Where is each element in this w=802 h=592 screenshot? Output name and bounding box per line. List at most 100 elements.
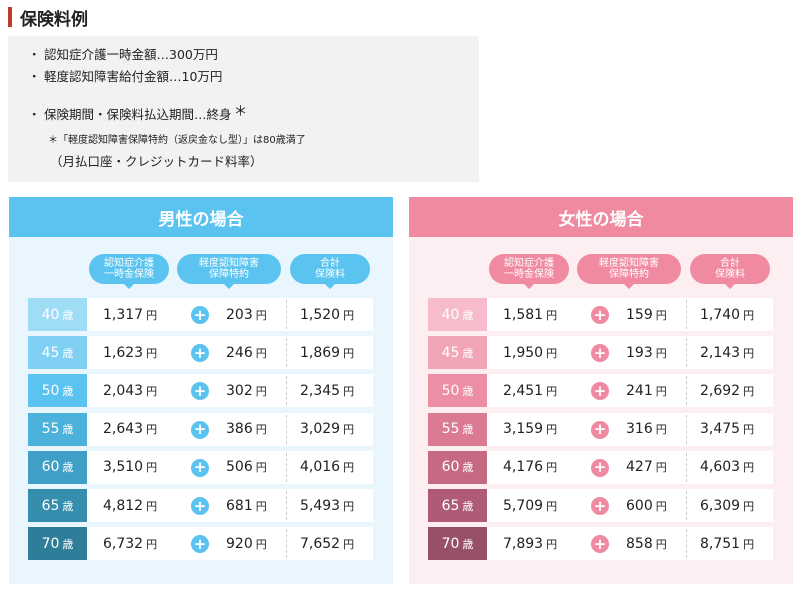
total-premium: 3,475 円	[700, 421, 755, 438]
plus-icon: +	[191, 344, 209, 363]
condition-1: ・認知症介護一時金額…300万円	[28, 47, 218, 62]
mci-rider-premium: 386 円	[226, 421, 267, 438]
table-row: 70 歳 6,732 円 +920 円 7,652 円	[28, 527, 373, 561]
divider	[286, 529, 287, 559]
dementia-premium: 3,510 円	[103, 459, 158, 476]
table-row: 45 歳 1,950 円 +193 円 2,143 円	[428, 336, 773, 370]
condition-3: ・保険期間・保険料払込期間…終身＊	[28, 104, 248, 122]
total-premium: 8,751 円	[700, 535, 755, 552]
mci-rider-premium: 302 円	[226, 382, 267, 399]
male-panel: 男性の場合 認知症介護 一時金保険 軽度認知障害 保障特約 合計 保険料 40 歳 1,3…	[9, 197, 393, 584]
plus-icon: +	[591, 382, 609, 401]
plus-icon: +	[191, 382, 209, 401]
dementia-premium: 4,176 円	[503, 459, 558, 476]
mci-rider-premium: 858 円	[626, 535, 667, 552]
divider	[286, 452, 287, 482]
col-label-total: 合計 保険料	[290, 254, 370, 289]
divider	[286, 300, 287, 329]
plus-icon: +	[591, 420, 609, 439]
female-heading: 女性の場合	[409, 197, 793, 237]
total-premium: 2,345 円	[300, 382, 355, 399]
plus-icon: +	[591, 458, 609, 477]
age-cell: 45 歳	[428, 336, 487, 370]
table-row: 55 歳 3,159 円 +316 円 3,475 円	[428, 412, 773, 446]
age-cell: 50 歳	[28, 374, 87, 408]
age-cell: 70 歳	[28, 527, 87, 561]
divider	[286, 491, 287, 520]
plus-icon: +	[591, 535, 609, 554]
total-premium: 2,143 円	[700, 344, 755, 361]
plus-icon: +	[591, 497, 609, 515]
mci-rider-premium: 506 円	[226, 459, 267, 476]
divider	[286, 338, 287, 368]
total-premium: 5,493 円	[300, 497, 355, 514]
divider	[686, 338, 687, 368]
table-row: 40 歳 1,317 円 +203 円 1,520 円	[28, 298, 373, 331]
female-panel: 女性の場合 認知症介護 一時金保険 軽度認知障害 保障特約 合計 保険料 40 歳 1,5…	[409, 197, 793, 584]
mci-rider-premium: 203 円	[226, 306, 267, 323]
col-label-mci-rider: 軽度認知障害 保障特約	[177, 254, 281, 289]
plus-icon: +	[191, 306, 209, 324]
conditions-box: ・認知症介護一時金額…300万円 ・軽度認知障害給付金額…10万円 ・保険期間・…	[8, 36, 479, 182]
total-premium: 6,309 円	[700, 497, 755, 514]
table-row: 70 歳 7,893 円 +858 円 8,751 円	[428, 527, 773, 561]
divider	[686, 376, 687, 406]
dementia-premium: 2,643 円	[103, 421, 158, 438]
col-label-mci-rider: 軽度認知障害 保障特約	[577, 254, 681, 289]
table-row: 60 歳 3,510 円 +506 円 4,016 円	[28, 450, 373, 484]
mci-rider-premium: 920 円	[226, 535, 267, 552]
dementia-premium: 1,317 円	[103, 306, 158, 323]
table-row: 40 歳 1,581 円 +159 円 1,740 円	[428, 298, 773, 331]
mci-rider-premium: 316 円	[626, 421, 667, 438]
total-premium: 7,652 円	[300, 535, 355, 552]
footnote: ＊「軽度認知障害保障特約（返戻金なし型）」は80歳満了	[48, 135, 306, 146]
age-cell: 50 歳	[428, 374, 487, 408]
total-premium: 1,520 円	[300, 306, 355, 323]
col-label-dementia: 認知症介護 一時金保険	[89, 254, 169, 289]
plus-icon: +	[591, 306, 609, 324]
plus-icon: +	[191, 458, 209, 477]
plus-icon: +	[191, 497, 209, 515]
table-row: 65 歳 5,709 円 +600 円 6,309 円	[428, 489, 773, 522]
dementia-premium: 2,451 円	[503, 382, 558, 399]
mci-rider-premium: 681 円	[226, 497, 267, 514]
total-premium: 2,692 円	[700, 382, 755, 399]
dementia-premium: 1,623 円	[103, 344, 158, 361]
total-premium: 4,016 円	[300, 459, 355, 476]
title-accent-bar	[8, 7, 12, 27]
page-title: 保険料例	[8, 6, 88, 30]
age-cell: 40 歳	[428, 298, 487, 331]
col-label-total: 合計 保険料	[690, 254, 770, 289]
age-cell: 70 歳	[428, 527, 487, 561]
condition-2: ・軽度認知障害給付金額…10万円	[28, 69, 223, 84]
mci-rider-premium: 600 円	[626, 497, 667, 514]
divider	[686, 300, 687, 329]
mci-rider-premium: 159 円	[626, 306, 667, 323]
table-row: 50 歳 2,043 円 +302 円 2,345 円	[28, 374, 373, 408]
table-row: 50 歳 2,451 円 +241 円 2,692 円	[428, 374, 773, 408]
male-heading: 男性の場合	[9, 197, 393, 237]
dementia-premium: 4,812 円	[103, 497, 158, 514]
divider	[286, 414, 287, 444]
dementia-premium: 7,893 円	[503, 535, 558, 552]
dementia-premium: 2,043 円	[103, 382, 158, 399]
age-cell: 45 歳	[28, 336, 87, 370]
mci-rider-premium: 241 円	[626, 382, 667, 399]
age-cell: 55 歳	[28, 412, 87, 446]
dementia-premium: 5,709 円	[503, 497, 558, 514]
table-row: 60 歳 4,176 円 +427 円 4,603 円	[428, 450, 773, 484]
mci-rider-premium: 193 円	[626, 344, 667, 361]
table-row: 45 歳 1,623 円 +246 円 1,869 円	[28, 336, 373, 370]
age-cell: 40 歳	[28, 298, 87, 331]
col-label-dementia: 認知症介護 一時金保険	[489, 254, 569, 289]
divider	[686, 529, 687, 559]
divider	[686, 452, 687, 482]
dementia-premium: 1,581 円	[503, 306, 558, 323]
total-premium: 1,869 円	[300, 344, 355, 361]
divider	[286, 376, 287, 406]
mci-rider-premium: 246 円	[226, 344, 267, 361]
total-premium: 1,740 円	[700, 306, 755, 323]
age-cell: 65 歳	[428, 489, 487, 522]
mci-rider-premium: 427 円	[626, 459, 667, 476]
dementia-premium: 3,159 円	[503, 421, 558, 438]
